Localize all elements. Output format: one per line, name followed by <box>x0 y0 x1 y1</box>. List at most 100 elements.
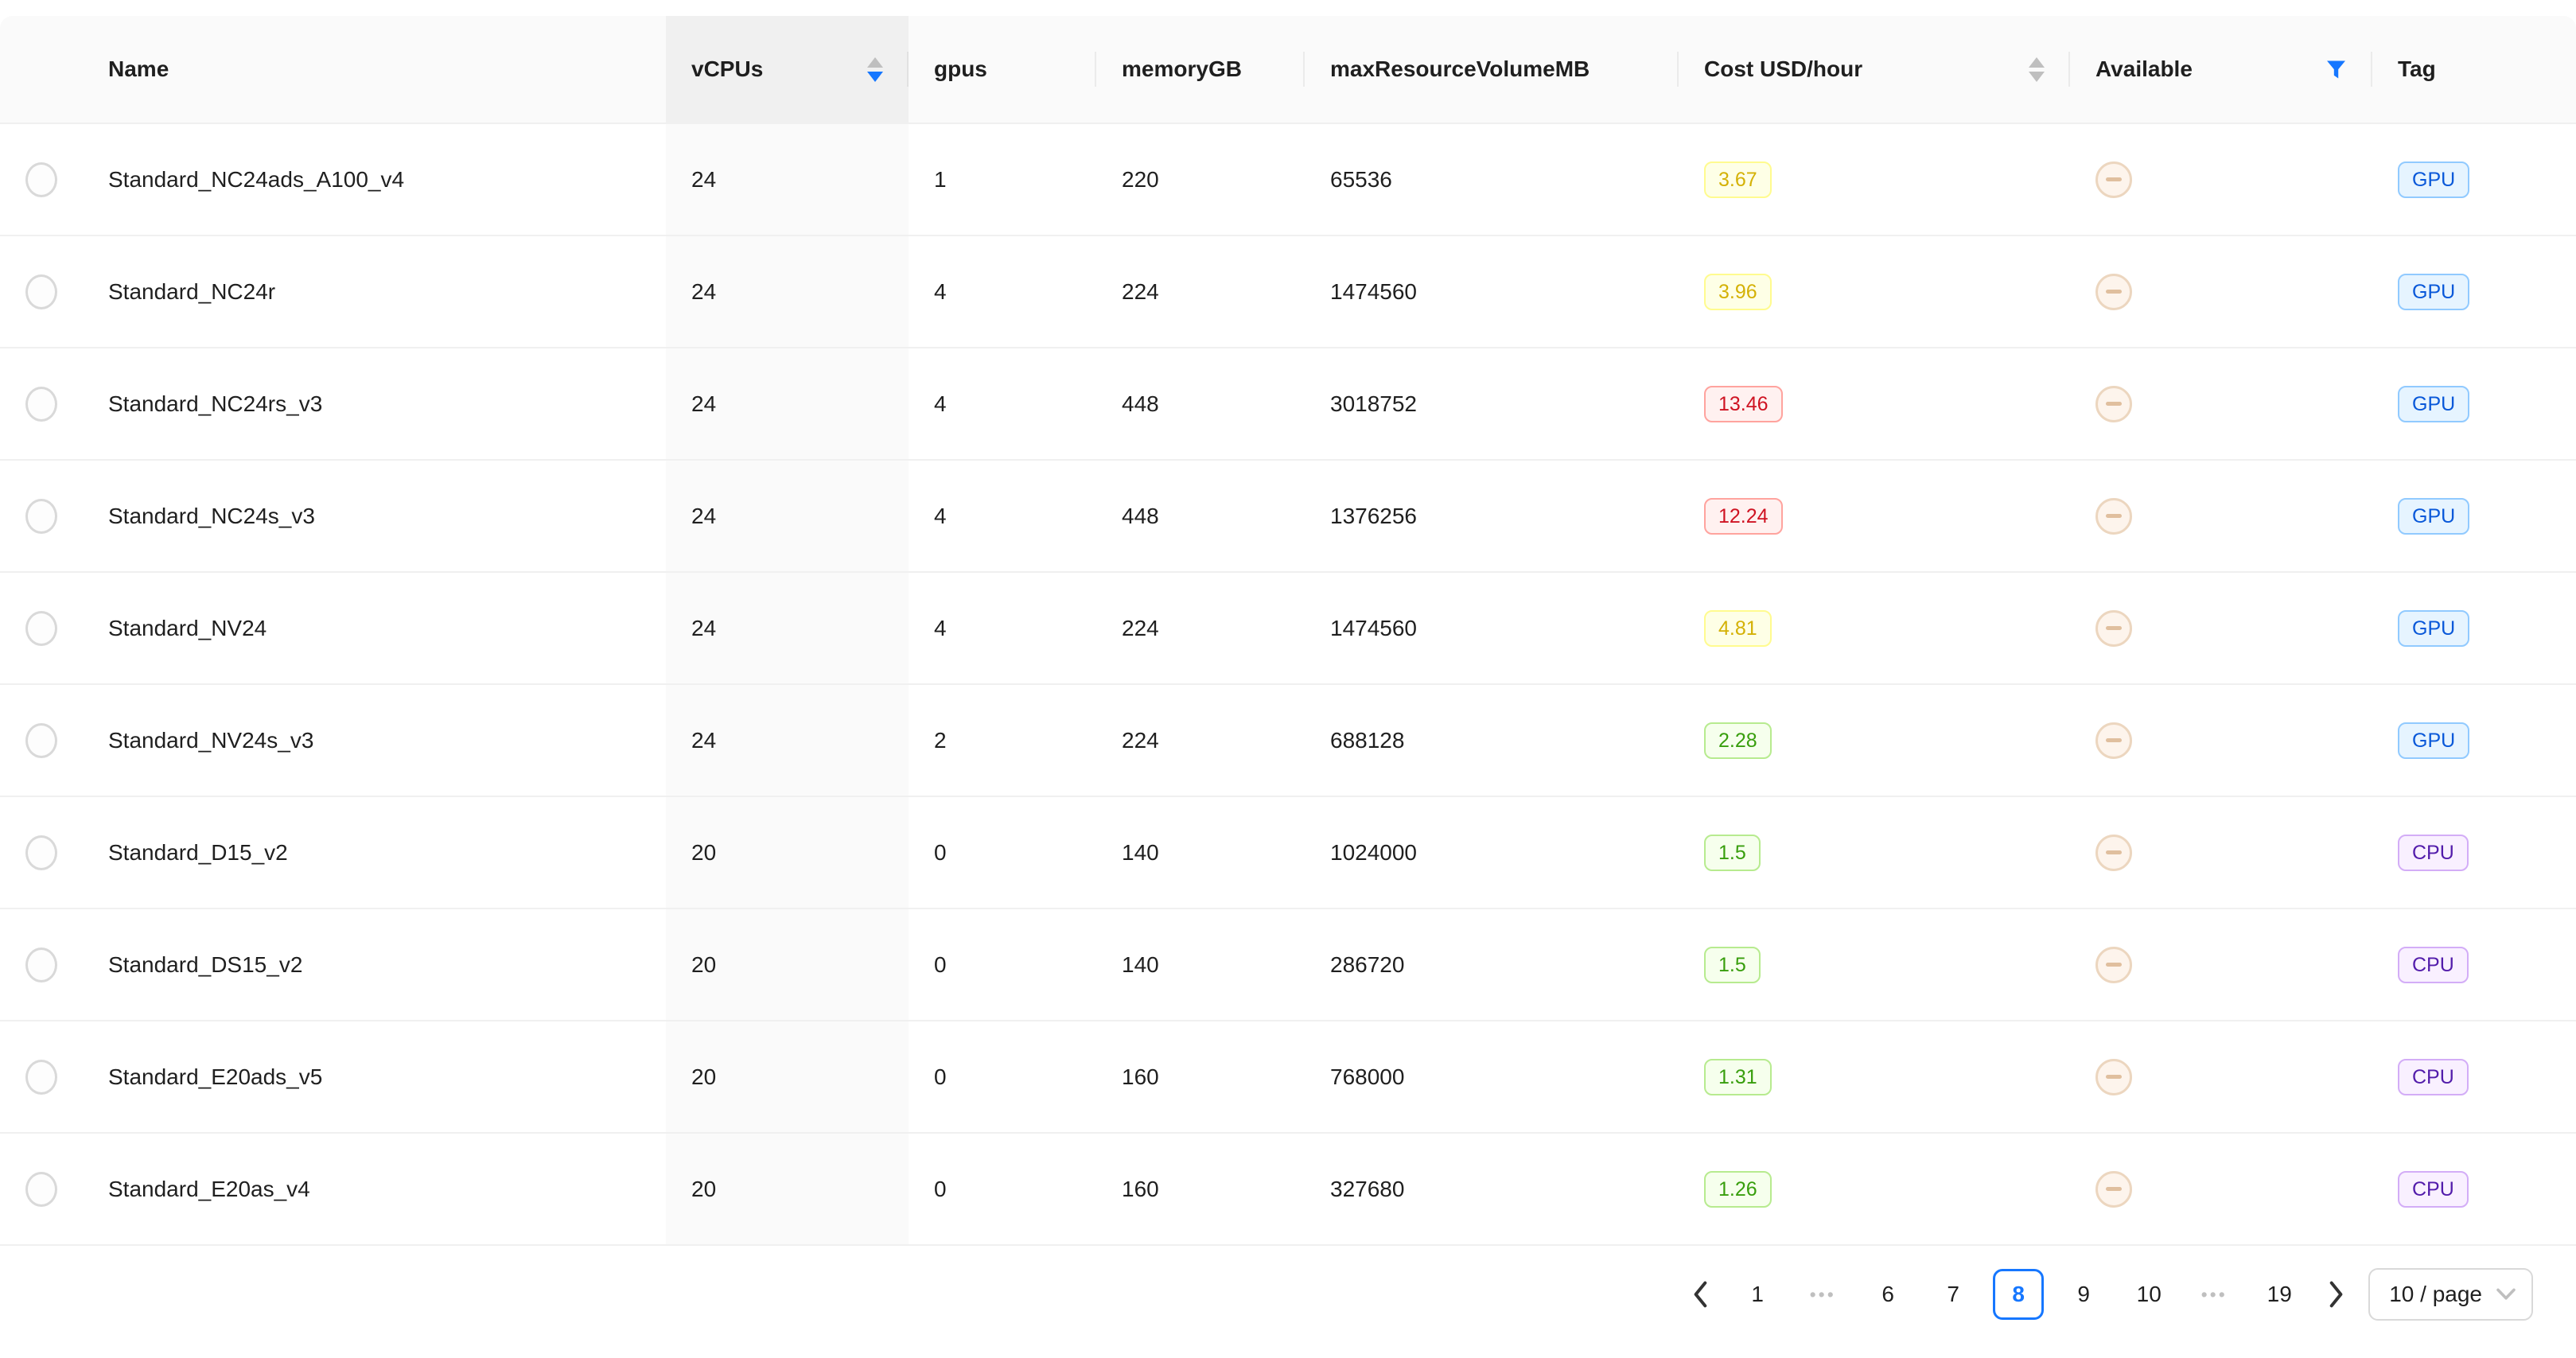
header-separator <box>2068 52 2070 87</box>
cell-maxresourcevolumemb: 1474560 <box>1330 615 1418 640</box>
cell-selection <box>0 909 83 1020</box>
tag-badge: CPU <box>2398 946 2469 983</box>
page-number-list: 1 ••• 6 7 8 9 10 ••• 19 <box>1732 1269 2305 1320</box>
header-vcpus[interactable]: vCPUs <box>666 16 909 123</box>
table-body: Standard_NC24ads_A100_v4 24 1 220 65536 3.67 G… <box>0 124 2576 1246</box>
prev-page-button[interactable] <box>1683 1269 1718 1320</box>
cell-vcpus: 24 <box>666 685 909 796</box>
tag-badge: GPU <box>2398 385 2470 422</box>
row-radio[interactable] <box>25 161 57 197</box>
cell-available <box>2070 1134 2372 1244</box>
cell-vcpus: 20 <box>666 1021 909 1132</box>
page-ellipsis[interactable]: ••• <box>1809 1284 1836 1305</box>
minus-circle-icon <box>2095 946 2132 983</box>
header-cost[interactable]: Cost USD/hour <box>1679 16 2070 123</box>
header-cost-label: Cost USD/hour <box>1704 56 1863 81</box>
table-row: Standard_NC24s_v3 24 4 448 1376256 12.24 GPU <box>0 461 2576 573</box>
row-radio[interactable] <box>25 1059 57 1095</box>
cell-selection <box>0 461 83 571</box>
tag-badge: CPU <box>2398 1170 2469 1208</box>
cell-name: Standard_E20ads_v5 <box>108 1064 323 1089</box>
vm-size-table: Name vCPUs gpus memoryGB maxResourceVolu… <box>0 16 2576 1246</box>
cell-available <box>2070 1021 2372 1132</box>
page-number[interactable]: 6 <box>1881 1282 1894 1306</box>
cell-maxresourcevolumemb: 1474560 <box>1330 278 1418 304</box>
cell-cost: 3.96 <box>1679 236 2070 347</box>
cell-name: Standard_D15_v2 <box>108 839 288 865</box>
row-radio[interactable] <box>25 947 57 983</box>
row-radio[interactable] <box>25 610 57 646</box>
sorter-icon-cost[interactable] <box>2029 56 2045 82</box>
cell-maxresourcevolumemb: 768000 <box>1330 1064 1405 1089</box>
cell-memorygb: 448 <box>1122 503 1159 528</box>
cell-vcpus: 24 <box>666 348 909 459</box>
row-radio[interactable] <box>25 498 57 534</box>
cell-name: Standard_NC24r <box>108 278 276 304</box>
next-page-button[interactable] <box>2319 1269 2354 1320</box>
page-ellipsis[interactable]: ••• <box>2200 1284 2228 1305</box>
cell-selection <box>0 797 83 908</box>
table-row: Standard_E20as_v4 20 0 160 327680 1.26 CPU <box>0 1134 2576 1246</box>
sorter-icon-vcpus[interactable] <box>867 56 883 82</box>
cell-available <box>2070 236 2372 347</box>
minus-bar <box>2106 1075 2122 1079</box>
cell-memorygb: 220 <box>1122 166 1159 192</box>
cell-gpus: 4 <box>934 278 947 304</box>
cell-tag: GPU <box>2372 236 2576 347</box>
row-radio[interactable] <box>25 1171 57 1207</box>
header-vcpus-label: vCPUs <box>691 56 764 81</box>
header-name: Name <box>83 16 666 123</box>
tag-badge: GPU <box>2398 609 2470 647</box>
page-number[interactable]: 1 <box>1751 1282 1764 1306</box>
cell-maxresourcevolumemb: 327680 <box>1330 1176 1405 1201</box>
table-row: Standard_D15_v2 20 0 140 1024000 1.5 CPU <box>0 797 2576 909</box>
minus-circle-icon <box>2095 834 2132 871</box>
minus-bar <box>2106 850 2122 854</box>
cell-cost: 1.5 <box>1679 797 2070 908</box>
minus-bar <box>2106 1187 2122 1191</box>
table-row: Standard_E20ads_v5 20 0 160 768000 1.31 CPU <box>0 1021 2576 1134</box>
minus-bar <box>2106 402 2122 406</box>
page-number[interactable]: 9 <box>2077 1282 2090 1306</box>
cell-gpus: 0 <box>934 1064 947 1089</box>
page-number[interactable]: 19 <box>2267 1282 2292 1306</box>
header-gpus-label: gpus <box>934 56 987 81</box>
table-row: Standard_NC24rs_v3 24 4 448 3018752 13.46 GPU <box>0 348 2576 461</box>
tag-badge: CPU <box>2398 1058 2469 1095</box>
minus-bar <box>2106 963 2122 967</box>
cell-cost: 4.81 <box>1679 573 2070 683</box>
cost-badge: 12.24 <box>1704 497 1783 535</box>
cell-gpus: 4 <box>934 391 947 416</box>
cell-name: Standard_DS15_v2 <box>108 951 303 977</box>
cost-badge: 1.31 <box>1704 1058 1772 1095</box>
cell-available <box>2070 685 2372 796</box>
page-size-label: 10 / page <box>2389 1282 2482 1306</box>
header-gpus: gpus <box>909 16 1096 123</box>
row-radio[interactable] <box>25 835 57 870</box>
page-size-select[interactable]: 10 / page <box>2368 1268 2533 1321</box>
minus-bar <box>2106 290 2122 294</box>
cell-name: Standard_NV24 <box>108 615 267 640</box>
cell-memorygb: 448 <box>1122 391 1159 416</box>
filter-funnel-icon[interactable] <box>2325 59 2347 80</box>
cell-name: Standard_NC24rs_v3 <box>108 391 323 416</box>
cell-gpus: 4 <box>934 615 947 640</box>
tag-badge: GPU <box>2398 497 2470 535</box>
cell-cost: 2.28 <box>1679 685 2070 796</box>
cost-badge: 3.96 <box>1704 273 1772 310</box>
tag-badge: GPU <box>2398 161 2470 198</box>
cell-maxresourcevolumemb: 1024000 <box>1330 839 1418 865</box>
page-number[interactable]: 10 <box>2136 1282 2162 1306</box>
row-radio[interactable] <box>25 274 57 309</box>
cell-vcpus: 24 <box>666 236 909 347</box>
row-radio[interactable] <box>25 722 57 758</box>
caret-down-icon <box>2029 71 2045 82</box>
row-radio[interactable] <box>25 386 57 422</box>
tag-badge: GPU <box>2398 273 2470 310</box>
page-number[interactable]: 7 <box>1947 1282 1959 1306</box>
cell-available <box>2070 461 2372 571</box>
table-row: Standard_DS15_v2 20 0 140 286720 1.5 CPU <box>0 909 2576 1021</box>
minus-circle-icon <box>2095 609 2132 647</box>
header-separator <box>1677 52 1679 87</box>
page-number-active[interactable]: 8 <box>1993 1269 2045 1320</box>
